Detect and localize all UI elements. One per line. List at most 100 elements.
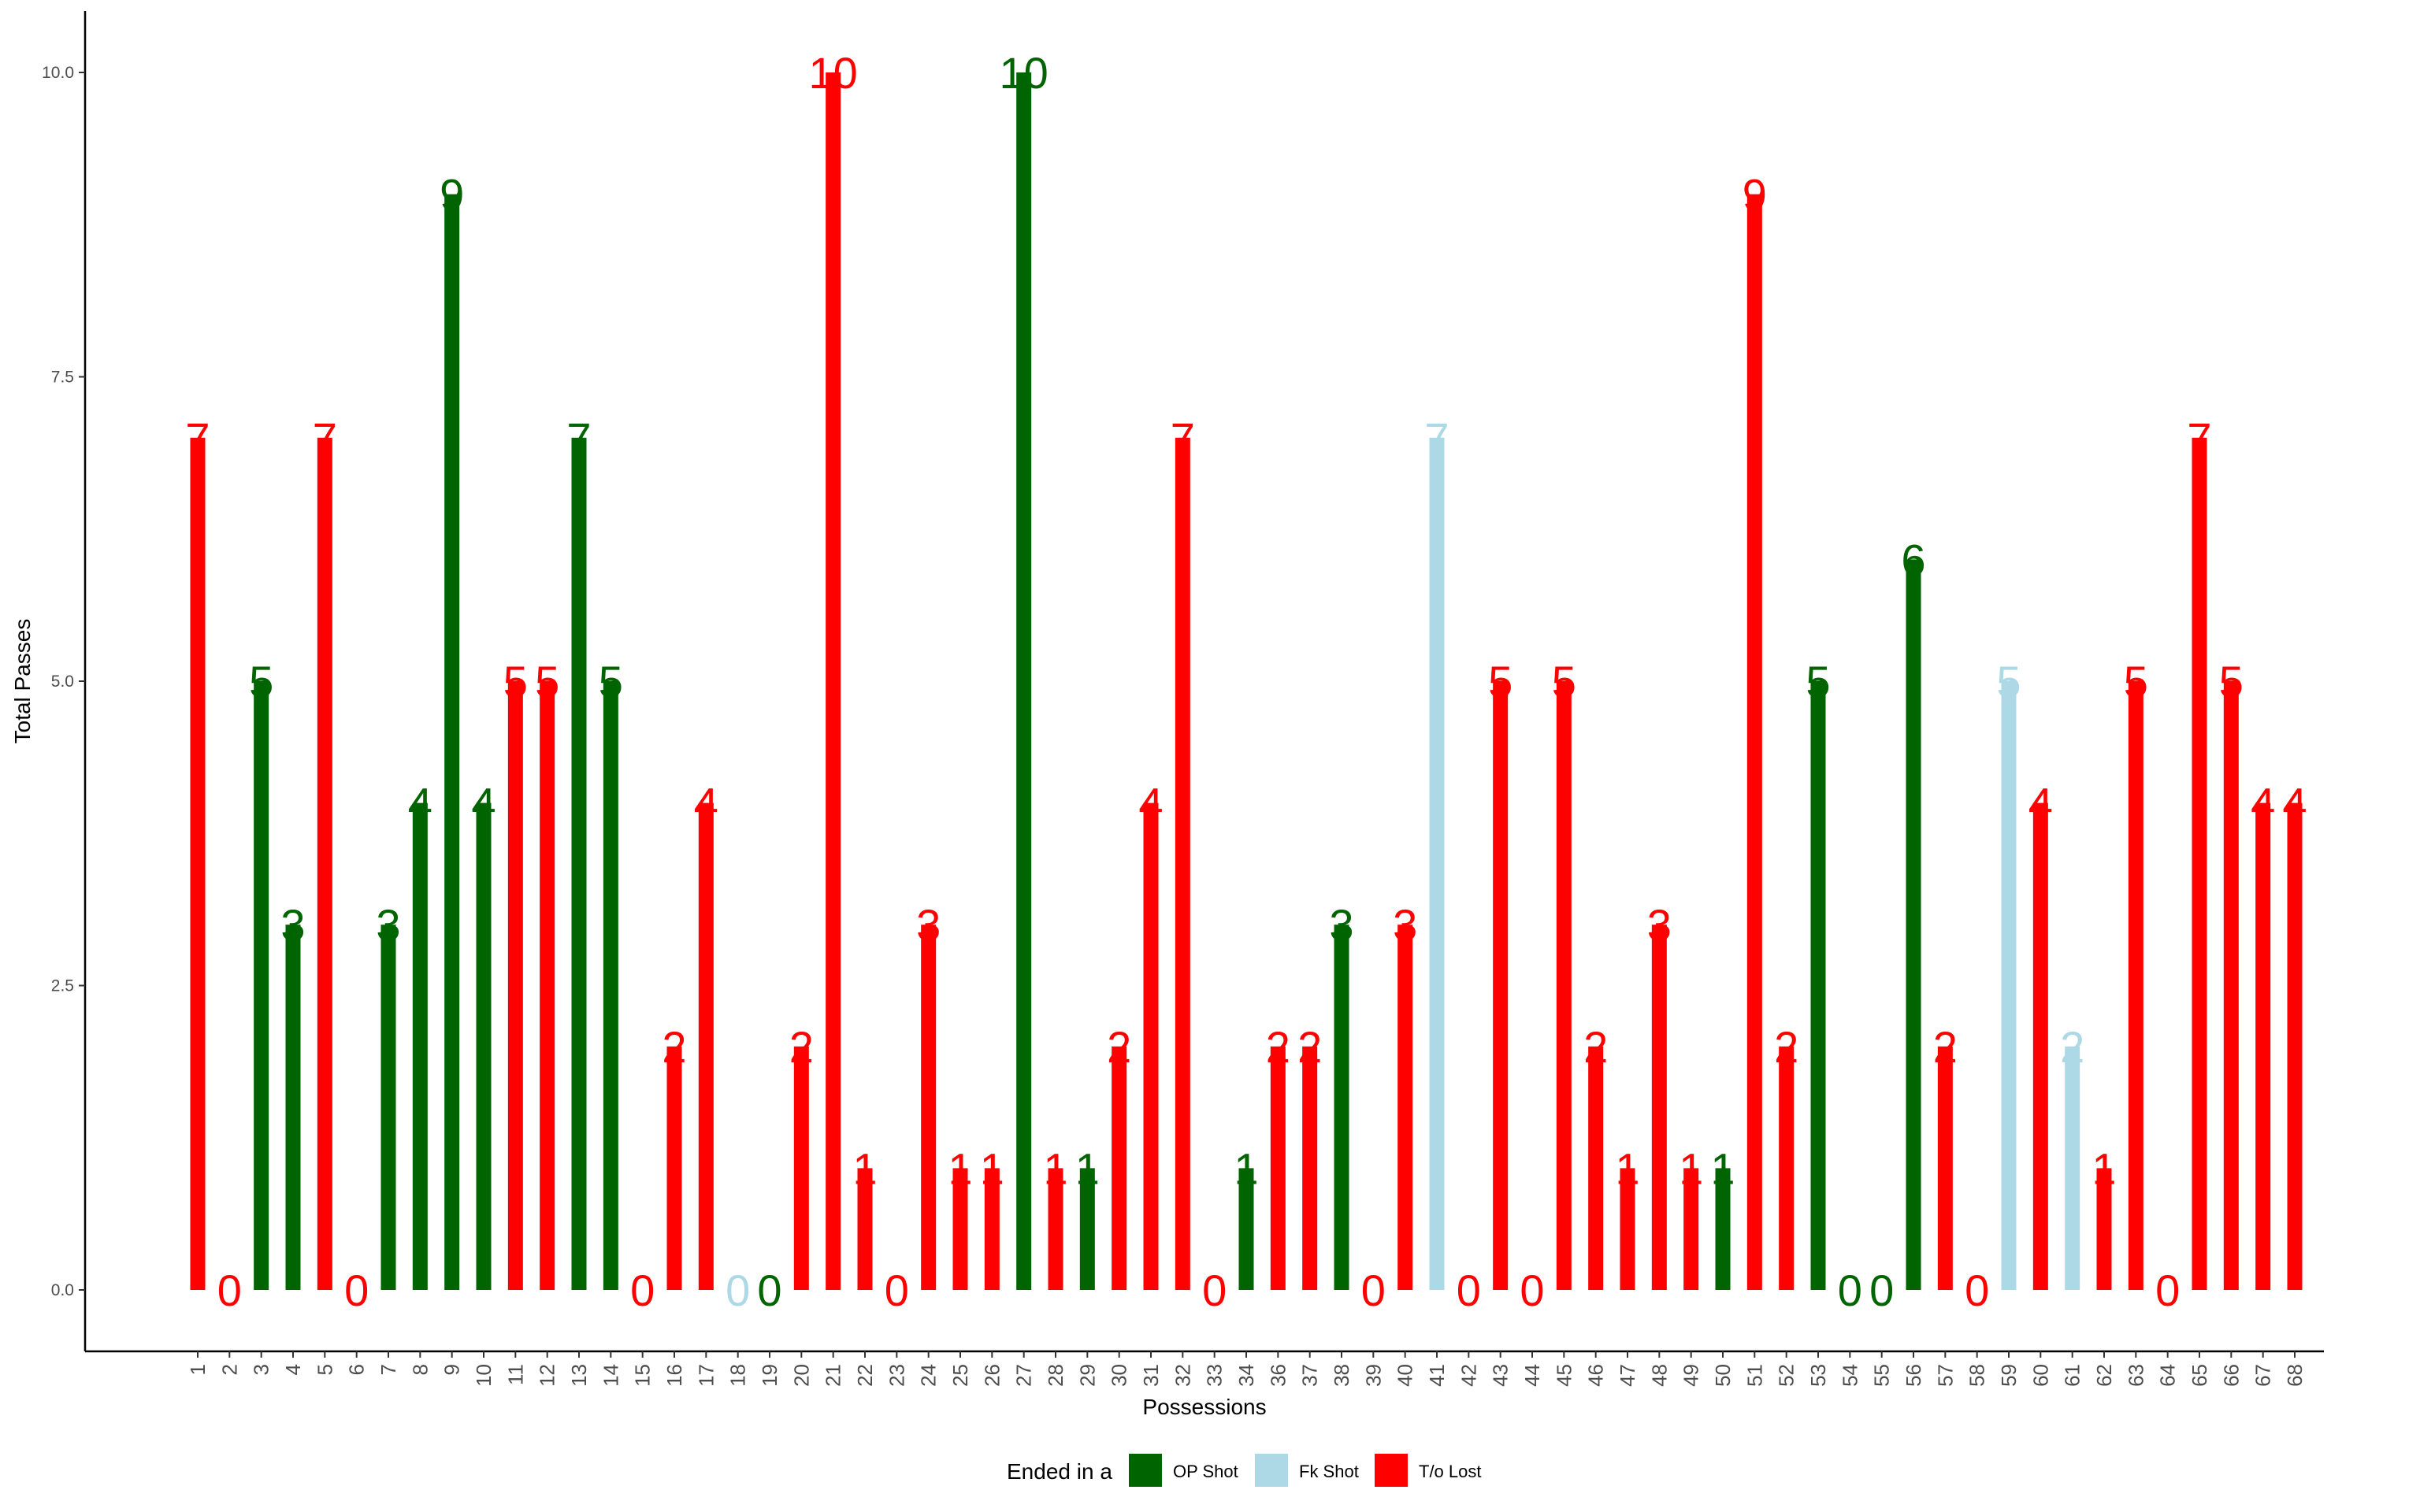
bar-possession-11 bbox=[507, 681, 523, 1290]
data-label-possession-56: 6 bbox=[1901, 535, 1925, 584]
x-tick-label: 27 bbox=[1012, 1364, 1036, 1387]
data-label-possession-9: 9 bbox=[440, 170, 464, 220]
bar-possession-48 bbox=[1651, 925, 1667, 1290]
x-tick-label: 18 bbox=[726, 1364, 750, 1387]
data-label-possession-40: 3 bbox=[1393, 900, 1417, 950]
bar-possession-27 bbox=[1016, 72, 1032, 1290]
x-tick-label: 34 bbox=[1234, 1364, 1258, 1387]
x-tick-label: 42 bbox=[1457, 1364, 1480, 1387]
bar-possession-25 bbox=[952, 1168, 968, 1290]
bar-possession-56 bbox=[1906, 559, 1921, 1290]
y-tick-label: 0.0 bbox=[51, 1281, 74, 1299]
legend-key-t-o-lost bbox=[1375, 1454, 1408, 1487]
x-tick-label: 58 bbox=[1965, 1364, 1989, 1387]
x-tick-label: 23 bbox=[885, 1364, 908, 1387]
bar-possession-38 bbox=[1334, 925, 1349, 1290]
data-label-possession-15: 0 bbox=[630, 1266, 655, 1315]
legend-key-fk-shot bbox=[1255, 1454, 1288, 1487]
bar-possession-59 bbox=[2001, 681, 2017, 1290]
data-label-possession-31: 4 bbox=[1138, 779, 1163, 828]
data-label-possession-61: 2 bbox=[2060, 1022, 2084, 1072]
x-tick-label: 7 bbox=[377, 1364, 400, 1375]
x-tick-label: 22 bbox=[853, 1364, 877, 1387]
x-tick-label: 3 bbox=[250, 1364, 273, 1375]
x-tick-label: 36 bbox=[1266, 1364, 1290, 1387]
bar-possession-47 bbox=[1620, 1168, 1635, 1290]
y-tick-label: 7.5 bbox=[51, 369, 74, 387]
x-tick-label: 54 bbox=[1838, 1364, 1861, 1387]
x-tick-label: 49 bbox=[1680, 1364, 1703, 1387]
legend-label: OP Shot bbox=[1173, 1462, 1238, 1481]
x-tick-label: 31 bbox=[1139, 1364, 1163, 1387]
bar-possession-22 bbox=[857, 1168, 873, 1290]
y-tick-label: 2.5 bbox=[51, 977, 74, 995]
x-tick-label: 46 bbox=[1584, 1364, 1608, 1387]
data-label-possession-6: 0 bbox=[344, 1266, 369, 1315]
x-tick-label: 4 bbox=[281, 1364, 305, 1375]
bar-possession-66 bbox=[2223, 681, 2239, 1290]
data-label-possession-52: 2 bbox=[1774, 1022, 1798, 1072]
bar-possession-5 bbox=[317, 437, 332, 1290]
data-label-possession-36: 2 bbox=[1266, 1022, 1290, 1072]
bar-possession-29 bbox=[1079, 1168, 1095, 1290]
legend-key-op-shot bbox=[1129, 1454, 1162, 1487]
bar-possession-34 bbox=[1238, 1168, 1254, 1290]
x-tick-label: 10 bbox=[472, 1364, 496, 1387]
bar-possession-32 bbox=[1175, 437, 1190, 1290]
bar-possession-61 bbox=[2065, 1046, 2080, 1290]
legend-title: Ended in a bbox=[1007, 1459, 1112, 1484]
data-label-possession-16: 2 bbox=[662, 1022, 686, 1072]
bar-possession-49 bbox=[1683, 1168, 1699, 1290]
data-label-possession-4: 3 bbox=[280, 900, 305, 950]
bar-possession-30 bbox=[1112, 1046, 1127, 1290]
bar-possession-20 bbox=[793, 1046, 809, 1290]
bar-possession-14 bbox=[603, 681, 618, 1290]
x-tick-label: 62 bbox=[2092, 1364, 2116, 1387]
x-tick-label: 2 bbox=[217, 1364, 241, 1375]
x-tick-label: 57 bbox=[1933, 1364, 1957, 1387]
legend-label: T/o Lost bbox=[1419, 1462, 1481, 1481]
bar-possession-12 bbox=[540, 681, 555, 1290]
data-label-possession-11: 5 bbox=[503, 657, 528, 706]
data-label-possession-38: 3 bbox=[1329, 900, 1353, 950]
x-tick-label: 64 bbox=[2156, 1364, 2180, 1387]
data-label-possession-57: 2 bbox=[1933, 1022, 1958, 1072]
data-label-possession-14: 5 bbox=[599, 657, 623, 706]
bar-possession-67 bbox=[2255, 802, 2271, 1290]
bar-possession-50 bbox=[1715, 1168, 1731, 1290]
x-tick-label: 45 bbox=[1552, 1364, 1576, 1387]
x-tick-label: 55 bbox=[1870, 1364, 1894, 1387]
data-label-possession-17: 4 bbox=[694, 779, 718, 828]
x-tick-label: 33 bbox=[1203, 1364, 1227, 1387]
x-tick-label: 52 bbox=[1775, 1364, 1798, 1387]
x-tick-label: 25 bbox=[948, 1364, 972, 1387]
bar-possession-26 bbox=[984, 1168, 1000, 1290]
x-tick-label: 20 bbox=[789, 1364, 813, 1387]
x-tick-label: 44 bbox=[1520, 1364, 1544, 1387]
x-tick-label: 11 bbox=[503, 1364, 527, 1385]
bar-possession-4 bbox=[285, 925, 301, 1290]
data-label-possession-46: 2 bbox=[1583, 1022, 1608, 1072]
data-label-possession-30: 2 bbox=[1107, 1022, 1131, 1072]
x-tick-label: 51 bbox=[1743, 1364, 1766, 1387]
x-tick-label: 61 bbox=[2061, 1364, 2084, 1387]
data-label-possession-33: 0 bbox=[1202, 1266, 1227, 1315]
x-tick-label: 41 bbox=[1425, 1364, 1449, 1387]
bar-possession-62 bbox=[2096, 1168, 2112, 1290]
x-tick-label: 43 bbox=[1489, 1364, 1512, 1387]
x-tick-label: 66 bbox=[2219, 1364, 2243, 1387]
bar-possession-46 bbox=[1588, 1046, 1604, 1290]
x-tick-label: 67 bbox=[2251, 1364, 2275, 1387]
x-tick-label: 12 bbox=[536, 1364, 559, 1387]
data-label-possession-8: 4 bbox=[408, 779, 432, 828]
x-tick-label: 9 bbox=[440, 1364, 464, 1375]
x-tick-label: 8 bbox=[408, 1364, 432, 1375]
bar-possession-43 bbox=[1493, 681, 1509, 1290]
x-tick-label: 6 bbox=[345, 1364, 369, 1375]
bar-possession-3 bbox=[254, 681, 269, 1290]
data-label-possession-65: 7 bbox=[2187, 413, 2211, 463]
legend-items: OP Shot Fk Shot T/o Lost bbox=[1129, 1454, 1481, 1487]
x-tick-label: 40 bbox=[1394, 1364, 1417, 1387]
x-tick-label: 39 bbox=[1361, 1364, 1385, 1387]
